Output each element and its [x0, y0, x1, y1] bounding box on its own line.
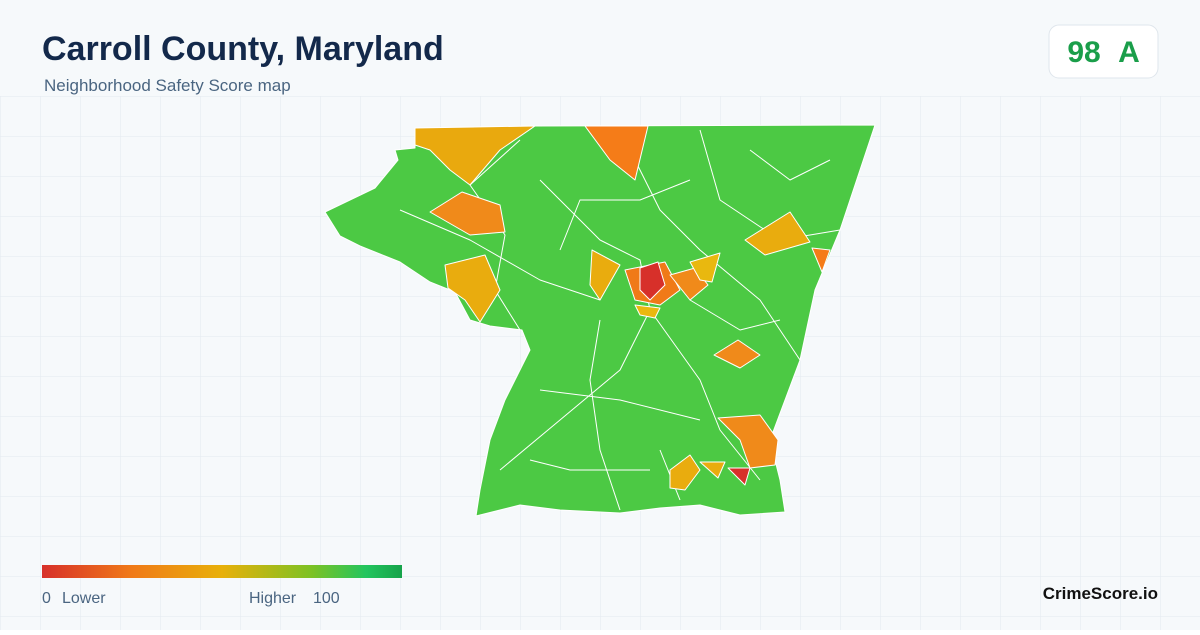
legend-max: 100	[313, 590, 340, 607]
region	[669, 454, 701, 491]
legend-max-label: Higher	[249, 590, 297, 607]
score-badge: 98 A	[1048, 24, 1159, 79]
region	[689, 252, 721, 283]
legend-bar	[42, 565, 402, 578]
region	[717, 414, 779, 469]
region	[639, 261, 666, 301]
score-grade: A	[1118, 36, 1140, 69]
county-map	[324, 124, 876, 517]
legend-min: 0	[42, 590, 51, 607]
subtitle: Neighborhood Safety Score map	[44, 76, 291, 95]
region	[429, 191, 506, 236]
title: Carroll County, Maryland	[42, 30, 444, 68]
score-value: 98	[1067, 36, 1100, 69]
badge-box	[1048, 24, 1159, 79]
region	[699, 461, 726, 479]
region	[727, 467, 751, 486]
region	[634, 304, 661, 319]
region	[713, 339, 761, 369]
legend: 0 Lower Higher 100	[42, 565, 402, 607]
legend-min-label: Lower	[62, 590, 106, 607]
region	[584, 125, 649, 181]
brand: CrimeScore.io	[1043, 584, 1158, 603]
region	[444, 254, 501, 323]
region	[744, 211, 811, 256]
region	[811, 247, 831, 273]
region	[414, 125, 536, 186]
region	[589, 249, 621, 301]
